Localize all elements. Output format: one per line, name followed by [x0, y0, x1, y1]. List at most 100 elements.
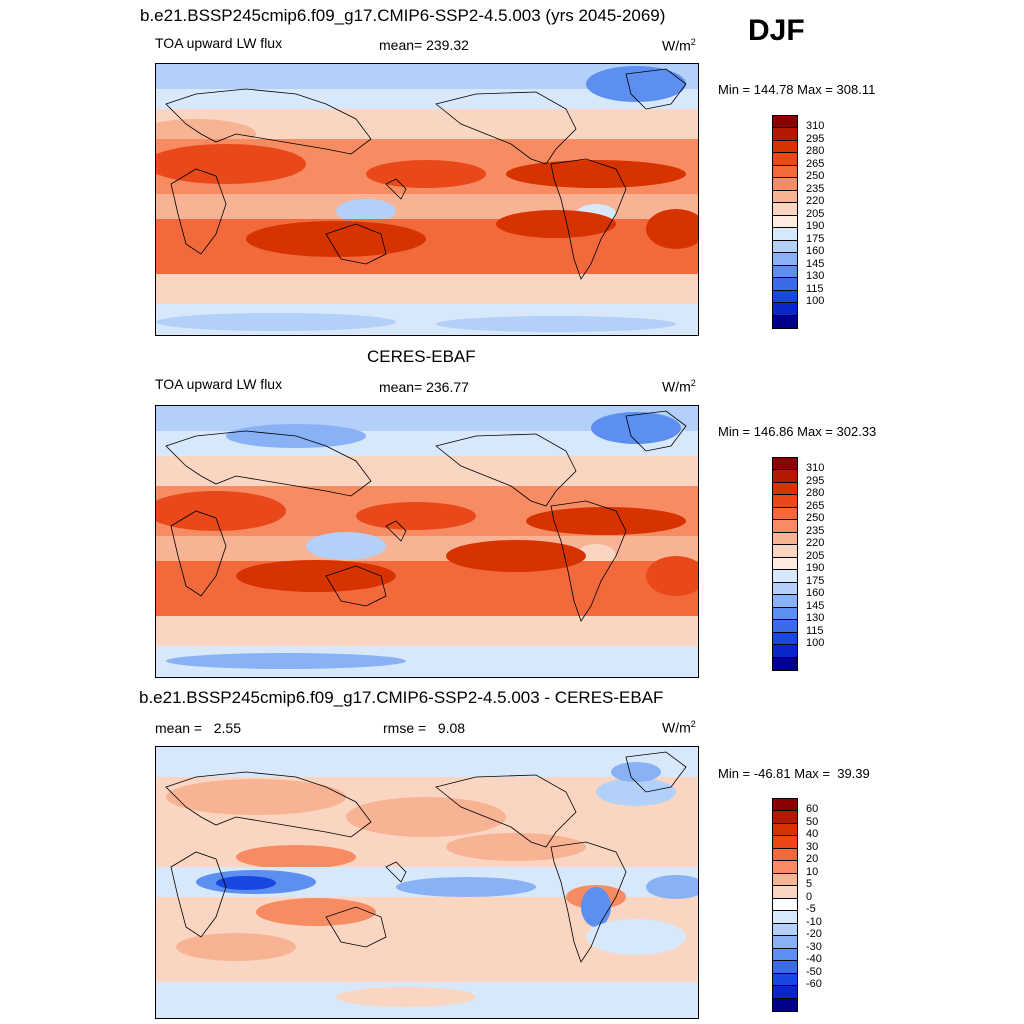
colorbar-tick-label: 100 [806, 295, 825, 308]
panel3-rmse-label: rmse = 9.08 [383, 720, 466, 736]
colorbar-swatch [773, 998, 797, 1011]
panel2-colorbar [772, 457, 798, 671]
panel2-title: CERES-EBAF [367, 347, 476, 366]
panel2-map [155, 405, 699, 678]
colorbar-swatch [773, 240, 797, 254]
colorbar-swatch [773, 190, 797, 204]
colorbar-tick-label: 50 [806, 815, 819, 828]
colorbar-swatch [773, 823, 797, 837]
colorbar-tick-label: 5 [806, 878, 813, 891]
colorbar-tick-label: 160 [806, 587, 825, 600]
panel1-title: b.e21.BSSP245cmip6.f09_g17.CMIP6-SSP2-4.… [140, 6, 666, 25]
colorbar-swatch [773, 458, 797, 471]
colorbar-tick-label: 160 [806, 245, 825, 258]
colorbar-swatch [773, 973, 797, 987]
colorbar-tick-label: 310 [806, 120, 825, 133]
colorbar-swatch [773, 128, 797, 141]
colorbar-tick-label: 60 [806, 803, 819, 816]
colorbar-swatch [773, 799, 797, 812]
colorbar-swatch [773, 911, 797, 924]
colorbar-swatch [773, 495, 797, 508]
panel2-map-field [156, 406, 698, 677]
panel2-mean-label: mean= 236.77 [379, 379, 469, 395]
colorbar-tick-label: 295 [806, 132, 825, 145]
colorbar-swatch [773, 215, 797, 229]
colorbar-swatch [773, 203, 797, 216]
colorbar-swatch [773, 153, 797, 166]
colorbar-swatch [773, 923, 797, 937]
panel3-title: b.e21.BSSP245cmip6.f09_g17.CMIP6-SSP2-4.… [139, 688, 664, 707]
colorbar-swatch [773, 470, 797, 483]
panel1-variable-label: TOA upward LW flux [155, 35, 283, 51]
colorbar-tick-label: 20 [806, 853, 819, 866]
colorbar-tick-label: 10 [806, 865, 819, 878]
colorbar-tick-label: 145 [806, 599, 825, 612]
colorbar-swatch [773, 986, 797, 999]
colorbar-tick-label: -50 [806, 965, 822, 978]
colorbar-tick-label: 205 [806, 549, 825, 562]
colorbar-swatch [773, 290, 797, 304]
colorbar-swatch [773, 140, 797, 154]
colorbar-tick-label: 235 [806, 182, 825, 195]
colorbar-swatch [773, 557, 797, 571]
colorbar-tick-label: 130 [806, 612, 825, 625]
colorbar-swatch [773, 582, 797, 596]
colorbar-swatch [773, 886, 797, 899]
panel2-minmax: Min = 146.86 Max = 302.33 [718, 424, 877, 439]
panel2-units: W/m2 [662, 378, 696, 395]
colorbar-tick-label: -5 [806, 903, 816, 916]
colorbar-swatch [773, 303, 797, 316]
panel3-units: W/m2 [662, 719, 696, 736]
colorbar-tick-label: 175 [806, 232, 825, 245]
colorbar-tick-label: 265 [806, 499, 825, 512]
colorbar-swatch [773, 607, 797, 621]
colorbar-tick-label: 0 [806, 890, 813, 903]
colorbar-tick-label: -30 [806, 940, 822, 953]
colorbar-tick-label: 190 [806, 220, 825, 233]
colorbar-swatch [773, 811, 797, 824]
colorbar-swatch [773, 116, 797, 129]
colorbar-tick-label: 280 [806, 145, 825, 158]
colorbar-tick-label: 280 [806, 487, 825, 500]
colorbar-tick-label: 40 [806, 828, 819, 841]
panel1-colorbar [772, 115, 798, 329]
colorbar-tick-label: 250 [806, 512, 825, 525]
colorbar-tick-label: 190 [806, 562, 825, 575]
colorbar-swatch [773, 265, 797, 279]
colorbar-tick-label: 30 [806, 840, 819, 853]
colorbar-swatch [773, 532, 797, 546]
colorbar-tick-label: -40 [806, 953, 822, 966]
colorbar-swatch [773, 520, 797, 533]
panel3-colorbar [772, 798, 798, 1012]
colorbar-swatch [773, 632, 797, 646]
colorbar-swatch [773, 948, 797, 962]
colorbar-tick-label: 115 [806, 624, 824, 637]
colorbar-swatch [773, 595, 797, 608]
panel1-units: W/m2 [662, 37, 696, 54]
colorbar-tick-label: 205 [806, 207, 825, 220]
colorbar-swatch [773, 482, 797, 496]
colorbar-tick-label: -60 [806, 978, 822, 991]
colorbar-tick-label: 250 [806, 170, 825, 183]
colorbar-swatch [773, 253, 797, 266]
colorbar-swatch [773, 620, 797, 633]
colorbar-swatch [773, 228, 797, 241]
panel1-map [155, 63, 699, 336]
colorbar-tick-label: -20 [806, 928, 822, 941]
colorbar-swatch [773, 861, 797, 874]
colorbar-tick-label: 130 [806, 270, 825, 283]
colorbar-tick-label: 115 [806, 282, 824, 295]
colorbar-swatch [773, 178, 797, 191]
colorbar-tick-label: 265 [806, 157, 825, 170]
panel1-minmax: Min = 144.78 Max = 308.11 [718, 82, 876, 97]
colorbar-swatch [773, 570, 797, 583]
colorbar-swatch [773, 165, 797, 179]
colorbar-tick-label: 100 [806, 637, 825, 650]
colorbar-swatch [773, 836, 797, 849]
colorbar-tick-label: 175 [806, 574, 825, 587]
panel1-map-field [156, 64, 698, 335]
panel3-map-field [156, 747, 698, 1018]
colorbar-swatch [773, 898, 797, 912]
colorbar-swatch [773, 278, 797, 291]
colorbar-swatch [773, 936, 797, 949]
